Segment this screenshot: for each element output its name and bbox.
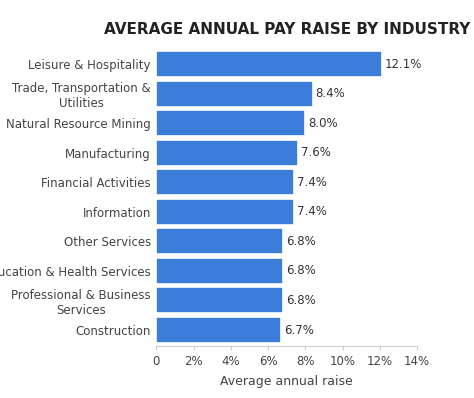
Bar [156, 199, 294, 225]
Bar [156, 287, 283, 314]
Bar [156, 228, 283, 254]
Text: 8.4%: 8.4% [316, 87, 346, 100]
Title: AVERAGE ANNUAL PAY RAISE BY INDUSTRY: AVERAGE ANNUAL PAY RAISE BY INDUSTRY [104, 22, 470, 37]
Bar [156, 317, 281, 343]
Text: 6.8%: 6.8% [286, 294, 316, 307]
Text: 12.1%: 12.1% [384, 58, 422, 70]
X-axis label: Average annual raise: Average annual raise [220, 375, 353, 388]
Bar [156, 258, 283, 284]
Text: 6.8%: 6.8% [286, 264, 316, 277]
Text: 6.8%: 6.8% [286, 235, 316, 248]
Bar [156, 80, 313, 107]
Bar [156, 169, 294, 195]
Bar [156, 51, 382, 77]
Text: 7.4%: 7.4% [297, 205, 327, 218]
Text: 7.6%: 7.6% [301, 146, 330, 159]
Text: 6.7%: 6.7% [284, 324, 314, 336]
Bar [156, 140, 298, 166]
Bar [156, 110, 305, 136]
Text: 8.0%: 8.0% [308, 117, 338, 130]
Text: 7.4%: 7.4% [297, 176, 327, 189]
